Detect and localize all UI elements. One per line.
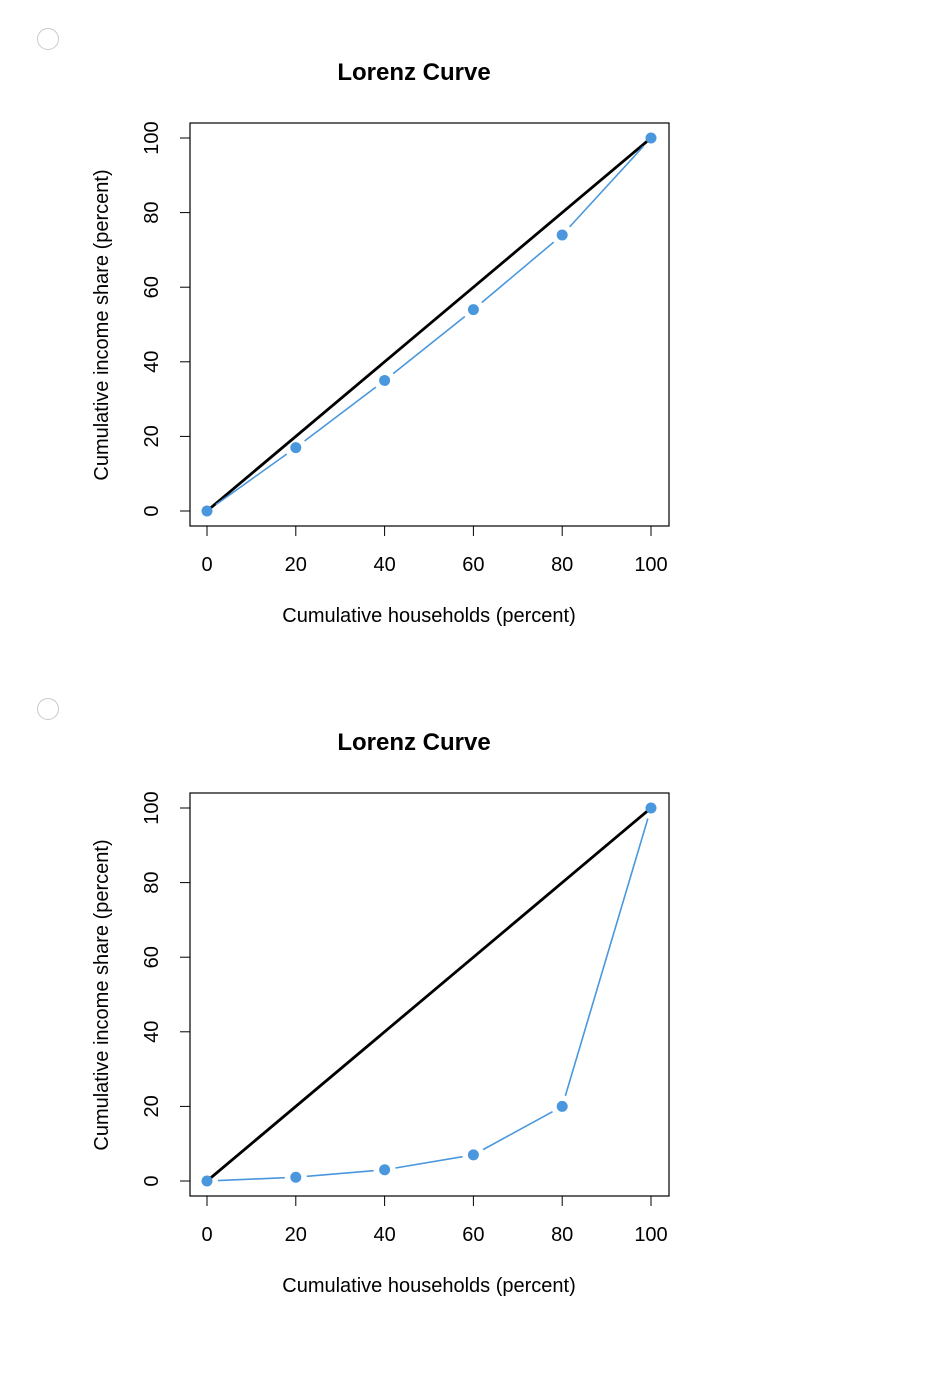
radio-button[interactable] bbox=[37, 698, 59, 720]
y-axis-label: Cumulative income share (percent) bbox=[91, 839, 113, 1150]
data-point bbox=[290, 442, 302, 454]
y-tick-label: 40 bbox=[141, 1021, 163, 1043]
y-tick-label: 40 bbox=[141, 351, 163, 373]
lorenz-line-segment bbox=[564, 818, 649, 1097]
y-tick-label: 100 bbox=[141, 121, 163, 154]
data-point bbox=[290, 1171, 302, 1183]
y-tick-label: 0 bbox=[141, 1175, 163, 1186]
x-tick-label: 40 bbox=[373, 554, 395, 576]
answer-option-1[interactable]: Lorenz Curve Cumulative households (perc… bbox=[0, 0, 946, 670]
data-point bbox=[645, 132, 657, 144]
lorenz-line-segment bbox=[304, 386, 377, 442]
chart-title: Lorenz Curve bbox=[337, 59, 490, 86]
data-point bbox=[379, 374, 391, 386]
x-tick-label: 40 bbox=[373, 1224, 395, 1246]
lorenz-chart: Lorenz Curve Cumulative households (perc… bbox=[91, 59, 670, 627]
lorenz-line-segment bbox=[482, 1110, 553, 1151]
y-tick-label: 80 bbox=[141, 871, 163, 893]
y-axis-label: Cumulative income share (percent) bbox=[91, 169, 113, 480]
data-point bbox=[556, 1100, 568, 1112]
answer-option-2[interactable]: Lorenz Curve Cumulative households (perc… bbox=[0, 670, 946, 1340]
data-point bbox=[379, 1164, 391, 1176]
lorenz-line-segment bbox=[306, 1169, 374, 1178]
data-point bbox=[201, 505, 213, 517]
x-tick-label: 60 bbox=[462, 554, 484, 576]
lorenz-line-segment bbox=[481, 241, 555, 304]
x-tick-label: 20 bbox=[285, 554, 307, 576]
lorenz-line-segment bbox=[217, 1176, 285, 1182]
data-point bbox=[467, 304, 479, 316]
equality-line bbox=[206, 136, 652, 513]
y-tick-label: 80 bbox=[141, 201, 163, 223]
x-tick-label: 80 bbox=[551, 554, 573, 576]
y-tick-label: 100 bbox=[141, 791, 163, 824]
x-tick-label: 100 bbox=[634, 554, 667, 576]
chart-title: Lorenz Curve bbox=[337, 729, 490, 756]
lorenz-line-segment bbox=[395, 1155, 463, 1169]
x-tick-label: 0 bbox=[201, 554, 212, 576]
lorenz-chart: Lorenz Curve Cumulative households (perc… bbox=[91, 729, 670, 1297]
radio-button[interactable] bbox=[37, 28, 59, 50]
data-point bbox=[467, 1149, 479, 1161]
data-point bbox=[645, 802, 657, 814]
y-tick-label: 60 bbox=[141, 946, 163, 968]
y-tick-label: 20 bbox=[141, 425, 163, 447]
y-tick-label: 20 bbox=[141, 1095, 163, 1117]
x-tick-label: 0 bbox=[201, 1224, 212, 1246]
x-tick-label: 20 bbox=[285, 1224, 307, 1246]
data-point bbox=[201, 1175, 213, 1187]
data-point bbox=[556, 229, 568, 241]
x-tick-label: 80 bbox=[551, 1224, 573, 1246]
x-tick-label: 100 bbox=[634, 1224, 667, 1246]
x-tick-label: 60 bbox=[462, 1224, 484, 1246]
y-tick-label: 60 bbox=[141, 276, 163, 298]
lorenz-line-segment bbox=[569, 145, 645, 228]
lorenz-line-segment bbox=[215, 453, 288, 506]
x-axis-label: Cumulative households (percent) bbox=[282, 605, 576, 627]
lorenz-line-segment bbox=[392, 315, 466, 375]
y-tick-label: 0 bbox=[141, 505, 163, 516]
equality-line bbox=[206, 806, 652, 1183]
x-axis-label: Cumulative households (percent) bbox=[282, 1275, 576, 1297]
